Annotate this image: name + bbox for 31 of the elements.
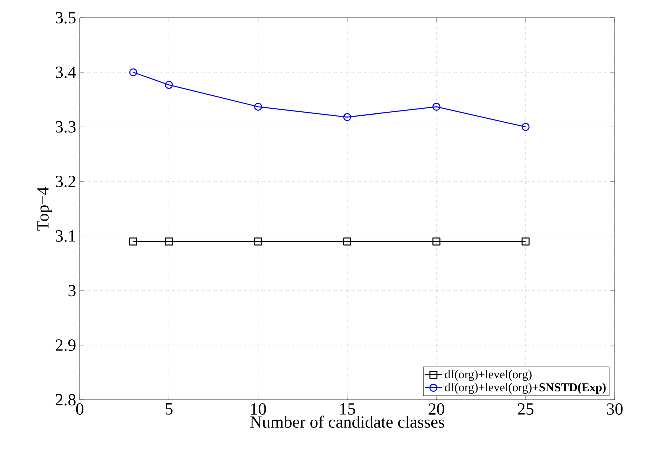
- point: [432, 102, 441, 111]
- y-tick-label: 3.5: [56, 12, 76, 24]
- x-tick-label: 20: [428, 404, 445, 416]
- x-axis-title: Number of candidate classes: [250, 416, 444, 428]
- point: [254, 102, 262, 111]
- point: [344, 113, 352, 122]
- point: [522, 238, 530, 246]
- y-tick-label: 2.8: [56, 394, 76, 406]
- y-tick-label: 3.1: [56, 230, 76, 242]
- x-tick-label: 10: [251, 404, 266, 416]
- point: [130, 238, 138, 246]
- y-axis-title: Top−4: [38, 187, 52, 231]
- y-tick-label: 3.2: [56, 176, 76, 188]
- legend-label: df(org)+level(org): [445, 370, 532, 382]
- point: [130, 68, 138, 77]
- point: [432, 238, 441, 246]
- y-tick-label: 3: [68, 285, 76, 297]
- x-tick-label: 5: [166, 404, 173, 415]
- legend-label: df(org)+level(org)+SNSTD(Exp): [445, 383, 606, 394]
- y-tick-label: 3.3: [56, 121, 76, 133]
- x-tick-label: 30: [607, 404, 623, 416]
- point: [344, 238, 352, 246]
- point: [165, 81, 174, 90]
- point: [522, 123, 530, 132]
- x-tick-label: 15: [340, 404, 356, 415]
- y-tick-label: 2.9: [56, 340, 76, 352]
- point: [254, 238, 262, 246]
- point: [165, 238, 174, 246]
- y-tick-label: 3.4: [56, 66, 76, 78]
- x-tick-label: 0: [76, 404, 84, 416]
- x-tick-label: 25: [518, 404, 534, 415]
